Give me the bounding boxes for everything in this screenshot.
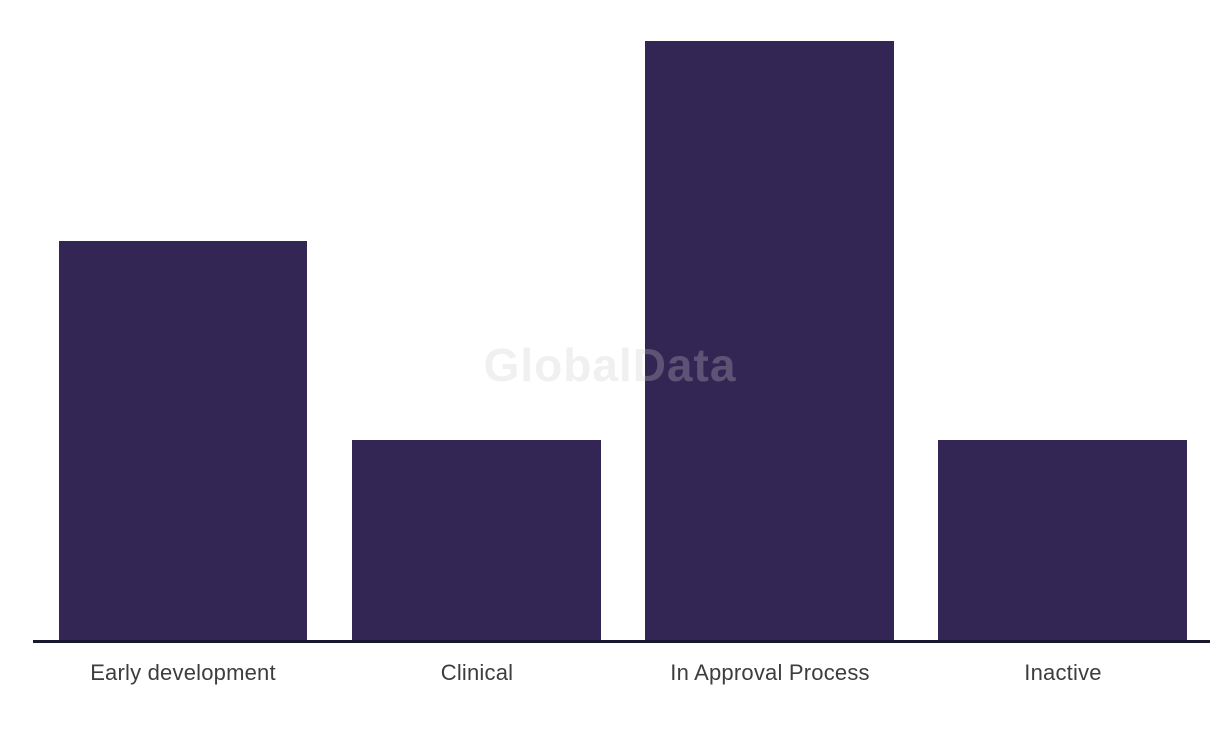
bar-early-development (59, 241, 307, 640)
x-axis-label-clinical: Clinical (440, 660, 514, 685)
bar-in-approval-process (645, 41, 894, 640)
x-axis-label-inactive: Inactive (1024, 660, 1102, 685)
bar-clinical (352, 440, 601, 640)
x-axis-line (33, 640, 1210, 643)
x-axis-label-in-approval-process: In Approval Process (670, 660, 870, 685)
x-axis-label-early-development: Early development (90, 660, 276, 685)
bar-inactive (938, 440, 1187, 640)
